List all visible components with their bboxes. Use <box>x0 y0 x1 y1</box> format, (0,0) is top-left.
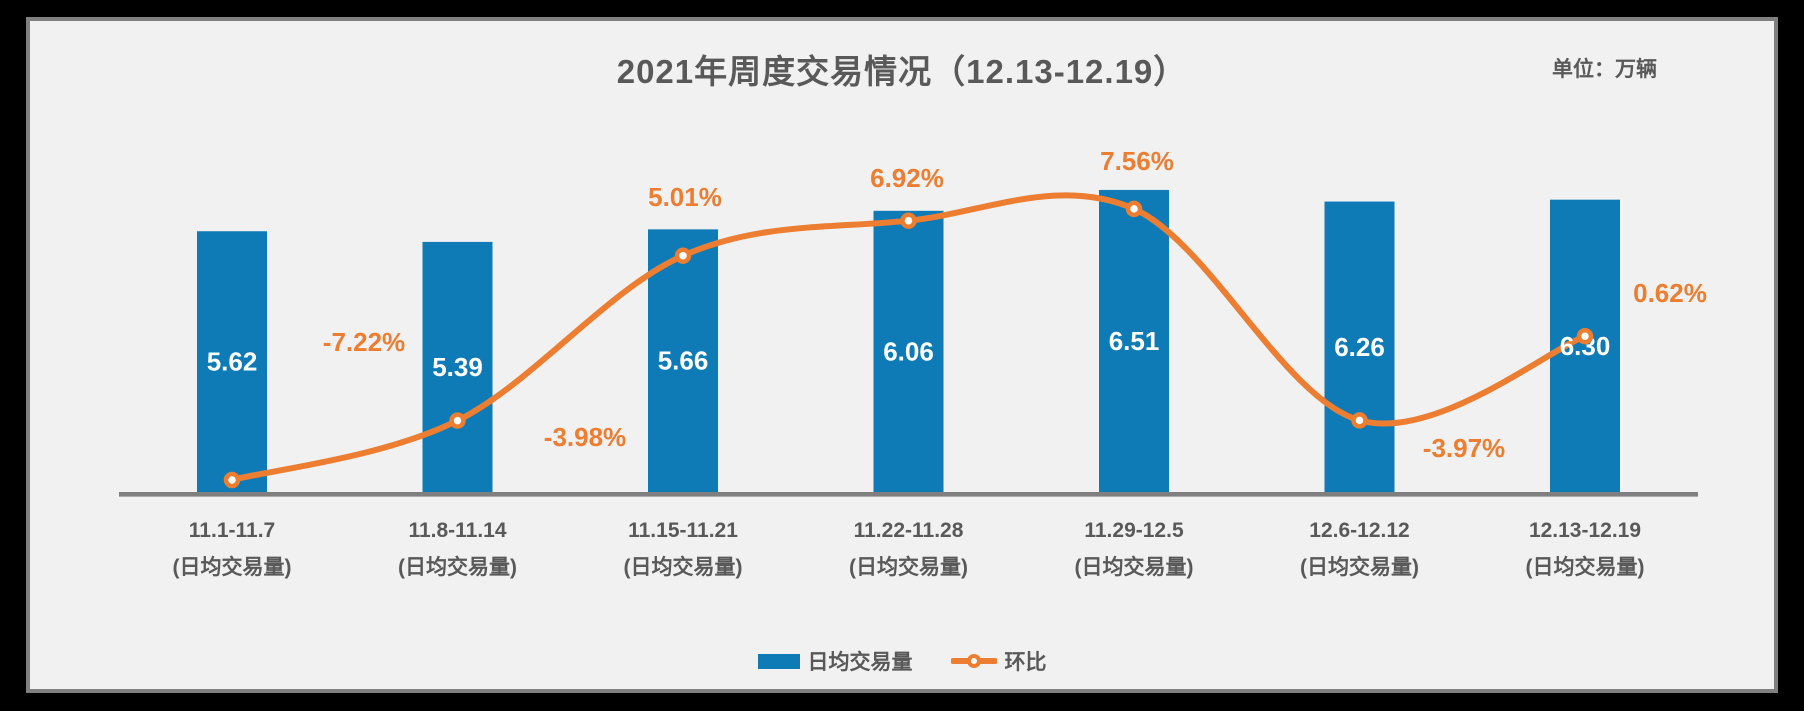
bar-value-label: 5.39 <box>432 352 483 382</box>
bar[interactable] <box>873 210 944 493</box>
pct-change-label: 0.62% <box>1633 278 1707 308</box>
bar[interactable] <box>1099 189 1169 492</box>
x-tick-label: 12.13-12.19 <box>1529 519 1641 542</box>
data-point-marker[interactable] <box>1576 327 1594 345</box>
bar[interactable] <box>422 241 493 492</box>
legend-item-line-series[interactable]: 环比 <box>950 646 1047 676</box>
bar[interactable] <box>197 231 267 492</box>
x-tick-sublabel: (日均交易量) <box>849 555 968 579</box>
x-tick-sublabel: (日均交易量) <box>1075 555 1194 579</box>
x-tick-sublabel: (日均交易量) <box>398 555 517 579</box>
pct-change-label: 6.92% <box>870 163 944 193</box>
legend-item-bar-series[interactable]: 日均交易量 <box>757 646 913 676</box>
bar-series-swatch-icon <box>757 653 800 669</box>
pct-change-label: 7.56% <box>1100 146 1174 176</box>
x-tick-sublabel: (日均交易量) <box>1300 555 1419 579</box>
unit-label: 单位：万辆 <box>1552 58 1657 81</box>
bar[interactable] <box>648 229 718 492</box>
chart-title: 2021年周度交易情况（12.13-12.19） <box>616 53 1188 90</box>
data-point-marker[interactable] <box>900 212 917 229</box>
x-tick-label: 11.15-11.21 <box>628 519 738 542</box>
x-tick-sublabel: (日均交易量) <box>1526 555 1645 579</box>
x-tick-label: 11.1-11.7 <box>189 519 275 542</box>
x-tick-label: 11.22-11.28 <box>854 519 964 542</box>
x-tick-sublabel: (日均交易量) <box>173 555 292 579</box>
x-tick-label: 11.8-11.14 <box>408 519 506 542</box>
bar[interactable] <box>1324 201 1395 492</box>
bar-value-label: 5.66 <box>658 346 709 376</box>
data-point-marker[interactable] <box>1125 200 1143 218</box>
x-tick-label: 12.6-12.12 <box>1309 519 1409 542</box>
data-point-marker[interactable] <box>223 471 241 489</box>
data-point-marker[interactable] <box>449 412 466 429</box>
pct-change-label: -3.97% <box>1423 433 1505 463</box>
line-series-swatch-icon <box>950 654 997 668</box>
x-tick-label: 11.29-12.5 <box>1084 519 1184 542</box>
bar-value-label: 6.51 <box>1109 326 1160 356</box>
x-axis-line <box>119 492 1698 497</box>
pct-change-label: 5.01% <box>648 182 722 212</box>
x-tick-sublabel: (日均交易量) <box>624 555 743 579</box>
pct-change-label: -7.22% <box>323 327 405 357</box>
legend-line-label: 环比 <box>1004 651 1047 674</box>
data-point-marker[interactable] <box>1351 412 1368 429</box>
data-point-marker[interactable] <box>674 247 692 264</box>
bar-value-label: 5.62 <box>207 347 258 377</box>
bar-value-label: 6.26 <box>1334 332 1385 362</box>
bar-value-label: 6.06 <box>883 336 934 366</box>
legend-bar-label: 日均交易量 <box>807 651 913 674</box>
legend: 日均交易量 环比 <box>0 648 1804 674</box>
pct-change-label: -3.98% <box>544 422 626 452</box>
